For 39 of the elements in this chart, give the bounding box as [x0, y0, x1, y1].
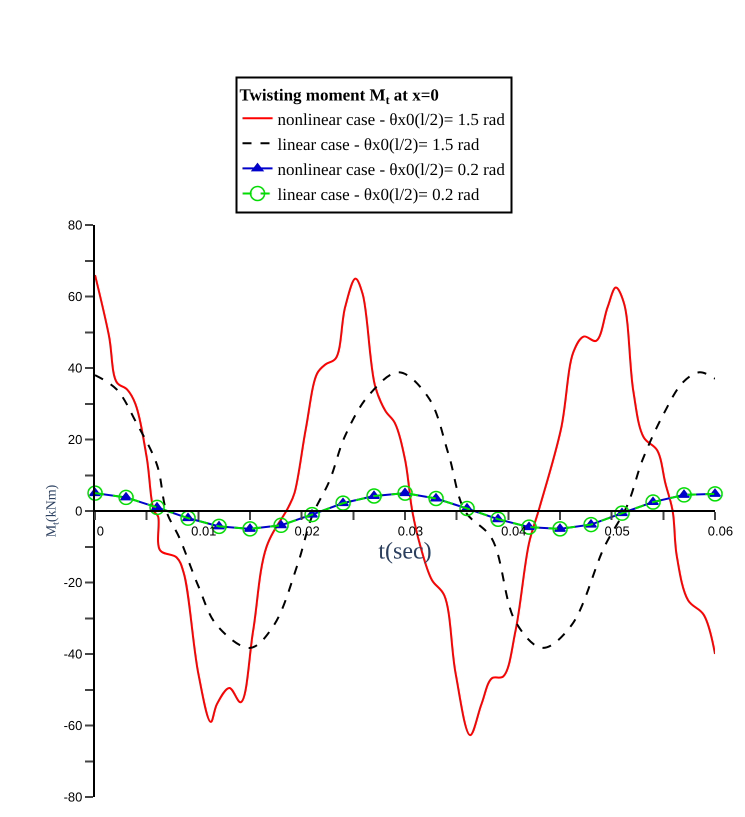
x-tick-label: 0.04: [490, 524, 526, 539]
point: [645, 494, 661, 510]
y-tick-label: 20: [68, 432, 82, 448]
legend-label: nonlinear case - θx0(l/2)= 0.2 rad: [278, 160, 506, 180]
x-tick-label: 0: [86, 524, 104, 539]
y-tick-label: -20: [64, 575, 82, 590]
legend-label: nonlinear case - θx0(l/2)= 1.5 rad: [278, 110, 506, 129]
x-tick-label: 0.02: [284, 524, 320, 539]
y-tick-label: 40: [68, 360, 82, 376]
y-tick-label: 60: [68, 289, 82, 304]
legend-label: linear case - θx0(l/2)= 0.2 rad: [278, 185, 480, 204]
x-tick-label: 0.01: [180, 524, 216, 539]
point: [583, 516, 599, 532]
point: [273, 518, 289, 534]
y-tick-label: -80: [64, 790, 82, 805]
x-tick-label: 0.06: [696, 524, 734, 539]
point: [118, 490, 134, 506]
legend-label: linear case - θx0(l/2)= 1.5 rad: [278, 134, 480, 154]
point: [428, 490, 444, 506]
x-tick-label: 0.05: [594, 524, 630, 539]
point: [242, 521, 258, 537]
y-tick-label: 0: [75, 504, 82, 519]
y-tick-label: -40: [64, 646, 82, 662]
point: [397, 485, 413, 501]
point: [366, 488, 382, 504]
point: [304, 506, 320, 522]
point: [180, 510, 196, 526]
point: [459, 500, 475, 516]
point: [490, 511, 506, 527]
point: [552, 521, 568, 537]
y-tick-label: 80: [68, 218, 82, 233]
y-tick-label: -60: [64, 718, 82, 734]
legend-title: Twisting moment M$_{t}$ at x=0: [240, 86, 439, 108]
point: [707, 486, 723, 502]
point: [149, 500, 165, 516]
point: [676, 487, 692, 503]
point: [335, 495, 351, 511]
point: [87, 485, 103, 501]
point: [614, 505, 630, 521]
